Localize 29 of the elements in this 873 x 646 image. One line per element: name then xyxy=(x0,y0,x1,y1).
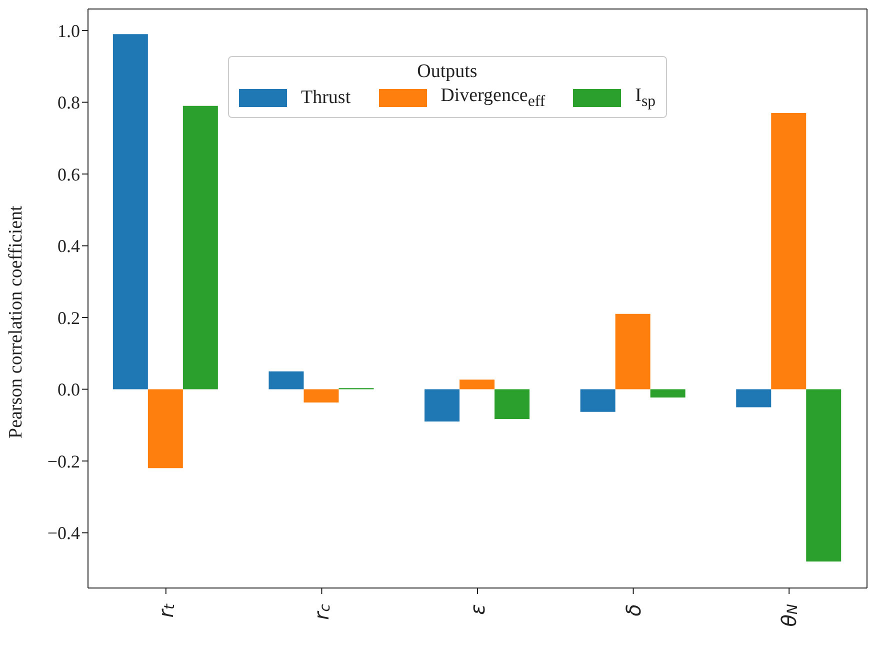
bar xyxy=(771,113,806,390)
bar xyxy=(494,389,530,420)
y-tick-label: 0.8 xyxy=(58,92,80,113)
y-tick-label: 0.2 xyxy=(58,308,80,328)
legend-title: Outputs xyxy=(416,61,478,83)
legend-label: Divergence$_{eff}$ xyxy=(440,85,546,111)
bar xyxy=(424,389,460,422)
bar xyxy=(304,389,339,403)
y-tick-label: 1.0 xyxy=(58,20,80,41)
y-tick-label: 0.6 xyxy=(58,164,80,184)
bar xyxy=(460,380,495,390)
bar xyxy=(806,389,842,562)
bar xyxy=(580,389,616,412)
y-axis-title: Pearson correlation coefficient xyxy=(6,204,27,438)
x-tick-label: ε xyxy=(466,604,490,615)
legend-label: Thrust xyxy=(301,86,351,109)
legend-label: I$_{sp}$ xyxy=(635,85,656,111)
bar xyxy=(268,371,304,390)
bar xyxy=(615,314,650,390)
bar xyxy=(736,389,772,408)
y-tick-label: 0.4 xyxy=(58,236,80,256)
bar xyxy=(182,106,218,390)
y-tick-label: 0.0 xyxy=(58,380,80,400)
bar xyxy=(112,34,148,390)
bar xyxy=(650,389,686,398)
x-tick-label: δ xyxy=(621,604,646,616)
bar xyxy=(148,389,183,468)
y-tick-label: −0.4 xyxy=(47,523,80,544)
y-tick-label: −0.2 xyxy=(47,451,80,472)
